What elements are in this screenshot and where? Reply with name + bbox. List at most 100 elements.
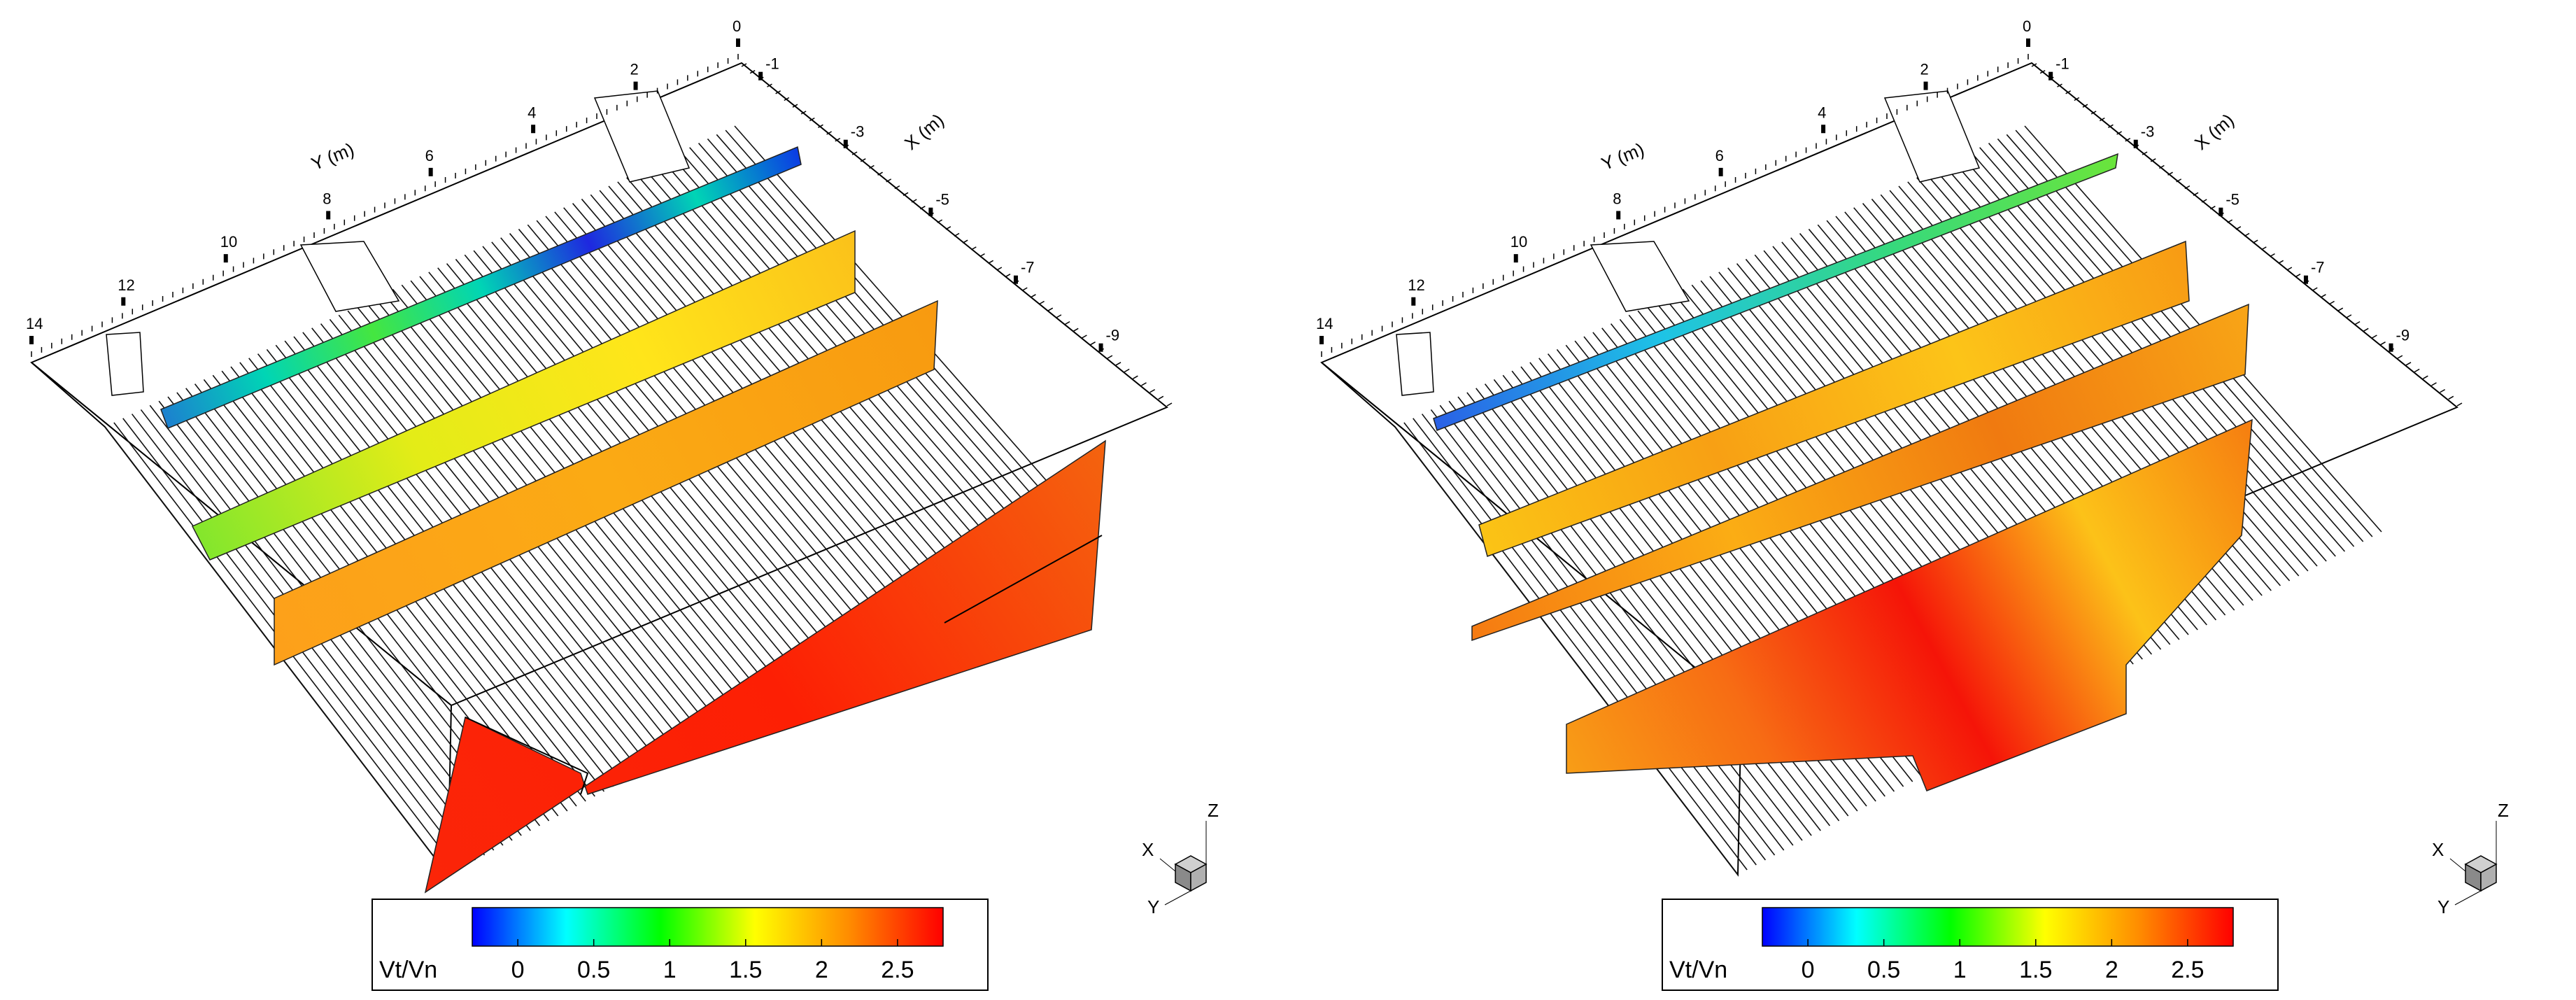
x-minor-tick — [988, 260, 994, 264]
triad-label-z: Z — [2498, 800, 2509, 821]
slice-outline — [465, 717, 589, 795]
x-minor-tick — [996, 267, 1003, 271]
mesh-cutout — [299, 241, 400, 312]
contour-slice-strip-4 — [1566, 418, 2253, 791]
x-minor-tick — [2244, 232, 2250, 237]
y-major-tick — [2026, 38, 2030, 47]
x-minor-tick — [2440, 388, 2446, 393]
slice-outline — [944, 535, 1103, 624]
triad-cube-right — [2480, 863, 2497, 892]
x-minor-tick — [2414, 368, 2420, 373]
x-minor-tick — [2422, 375, 2428, 379]
x-minor-tick — [2176, 178, 2182, 183]
x-major-tick — [2303, 275, 2308, 284]
x-major-tick — [758, 71, 763, 80]
x-minor-tick — [919, 206, 926, 210]
x-minor-tick — [2031, 63, 2037, 67]
x-minor-tick — [2270, 253, 2275, 258]
y-major-tick — [29, 336, 34, 344]
x-minor-tick — [1090, 341, 1096, 346]
axis-minor-ticks — [31, 54, 1173, 407]
y-major-tick — [1616, 211, 1621, 220]
x-minor-tick — [2108, 124, 2114, 128]
x-minor-tick — [2363, 328, 2369, 332]
colorbar-tick-label: 0 — [511, 957, 525, 983]
triad-label-z: Z — [1208, 800, 1219, 821]
x-minor-tick — [2295, 274, 2301, 278]
x-minor-tick — [1039, 300, 1045, 305]
colorbar-tick-label: 2.5 — [881, 957, 914, 983]
y-major-tick — [121, 297, 126, 306]
x-minor-tick — [2456, 402, 2463, 407]
x-minor-tick — [1124, 368, 1130, 373]
x-minor-tick — [2074, 97, 2080, 101]
x-tick-label: -7 — [2311, 259, 2325, 276]
x-minor-tick — [2142, 151, 2148, 155]
x-minor-tick — [2312, 287, 2318, 291]
x-minor-tick — [2159, 164, 2165, 169]
y-tick-label: 0 — [733, 17, 741, 35]
x-tick-label: -5 — [2225, 191, 2239, 209]
panel-right: 0 2 4 6 8 10 12 14 Y (m) -1 -3 -5 -7 -9 X (m) X Y Z 0 0.5 1 1… — [1316, 17, 2509, 991]
x-minor-tick — [1158, 395, 1164, 400]
x-minor-tick — [2039, 70, 2046, 74]
x-minor-tick — [903, 192, 909, 196]
mesh-cutout — [1590, 241, 1690, 312]
x-major-tick — [2133, 139, 2138, 148]
colorbar-tick-label: 0.5 — [1867, 957, 1900, 983]
colorbar-tick-label: 2 — [815, 957, 828, 983]
x-minor-tick — [2431, 382, 2437, 386]
y-major-tick — [736, 38, 740, 47]
mesh-line — [1421, 414, 1767, 861]
x-minor-tick — [792, 104, 798, 108]
x-major-tick — [2389, 343, 2393, 352]
triad-cube-right — [1190, 863, 1207, 892]
x-minor-tick — [2354, 321, 2361, 325]
x-minor-tick — [1005, 274, 1011, 278]
colorbar-tick-label: 2.5 — [2171, 957, 2204, 983]
x-minor-tick — [2057, 83, 2062, 87]
triad-x-axis — [2449, 858, 2466, 872]
mesh-line — [1457, 396, 1803, 841]
x-tick-label: -1 — [2055, 55, 2069, 73]
colorbar-ramp — [472, 907, 944, 947]
x-minor-tick — [2329, 300, 2335, 305]
x-minor-tick — [826, 131, 832, 135]
x-minor-tick — [1149, 388, 1156, 393]
panel-left: 0 2 4 6 8 10 12 14 Y (m) -1 -3 -5 -7 -9 X (m) X Y Z 0 0.5 1 1… — [26, 17, 1219, 991]
x-minor-tick — [2201, 199, 2207, 203]
x-minor-tick — [860, 158, 866, 162]
x-minor-tick — [818, 124, 823, 128]
triad-y-axis — [1164, 890, 1191, 906]
x-minor-tick — [2193, 192, 2199, 196]
orientation-triad: X Y Z — [1142, 800, 1219, 917]
x-minor-tick — [869, 164, 875, 169]
x-minor-tick — [2150, 158, 2156, 162]
x-minor-tick — [911, 199, 917, 203]
x-minor-tick — [2125, 138, 2131, 142]
mesh-cutout — [593, 90, 691, 183]
y-tick-label: 4 — [1818, 104, 1826, 121]
colorbar-tick-label: 1.5 — [729, 957, 762, 983]
triad-x-axis — [1159, 858, 1176, 872]
x-minor-tick — [809, 117, 815, 122]
x-tick-label: -3 — [2141, 123, 2155, 141]
x-tick-label: -5 — [935, 191, 949, 209]
colorbar-tick-label: 1 — [1953, 957, 1967, 983]
contour-slice-strip-1 — [1433, 153, 2118, 431]
triad-label-x: X — [1142, 839, 1154, 860]
x-minor-tick — [1132, 375, 1138, 379]
y-tick-label: 10 — [1510, 233, 1527, 251]
x-minor-tick — [1166, 402, 1173, 407]
mesh-line — [1430, 409, 1776, 856]
x-minor-tick — [1056, 314, 1062, 318]
y-axis-label: Y (m) — [309, 139, 358, 174]
x-minor-tick — [800, 111, 807, 115]
x-minor-tick — [2448, 395, 2454, 400]
mesh-line — [1394, 426, 1739, 875]
y-major-tick — [633, 81, 638, 90]
x-minor-tick — [1073, 328, 1079, 332]
x-minor-tick — [775, 90, 781, 94]
x-major-tick — [928, 207, 933, 216]
